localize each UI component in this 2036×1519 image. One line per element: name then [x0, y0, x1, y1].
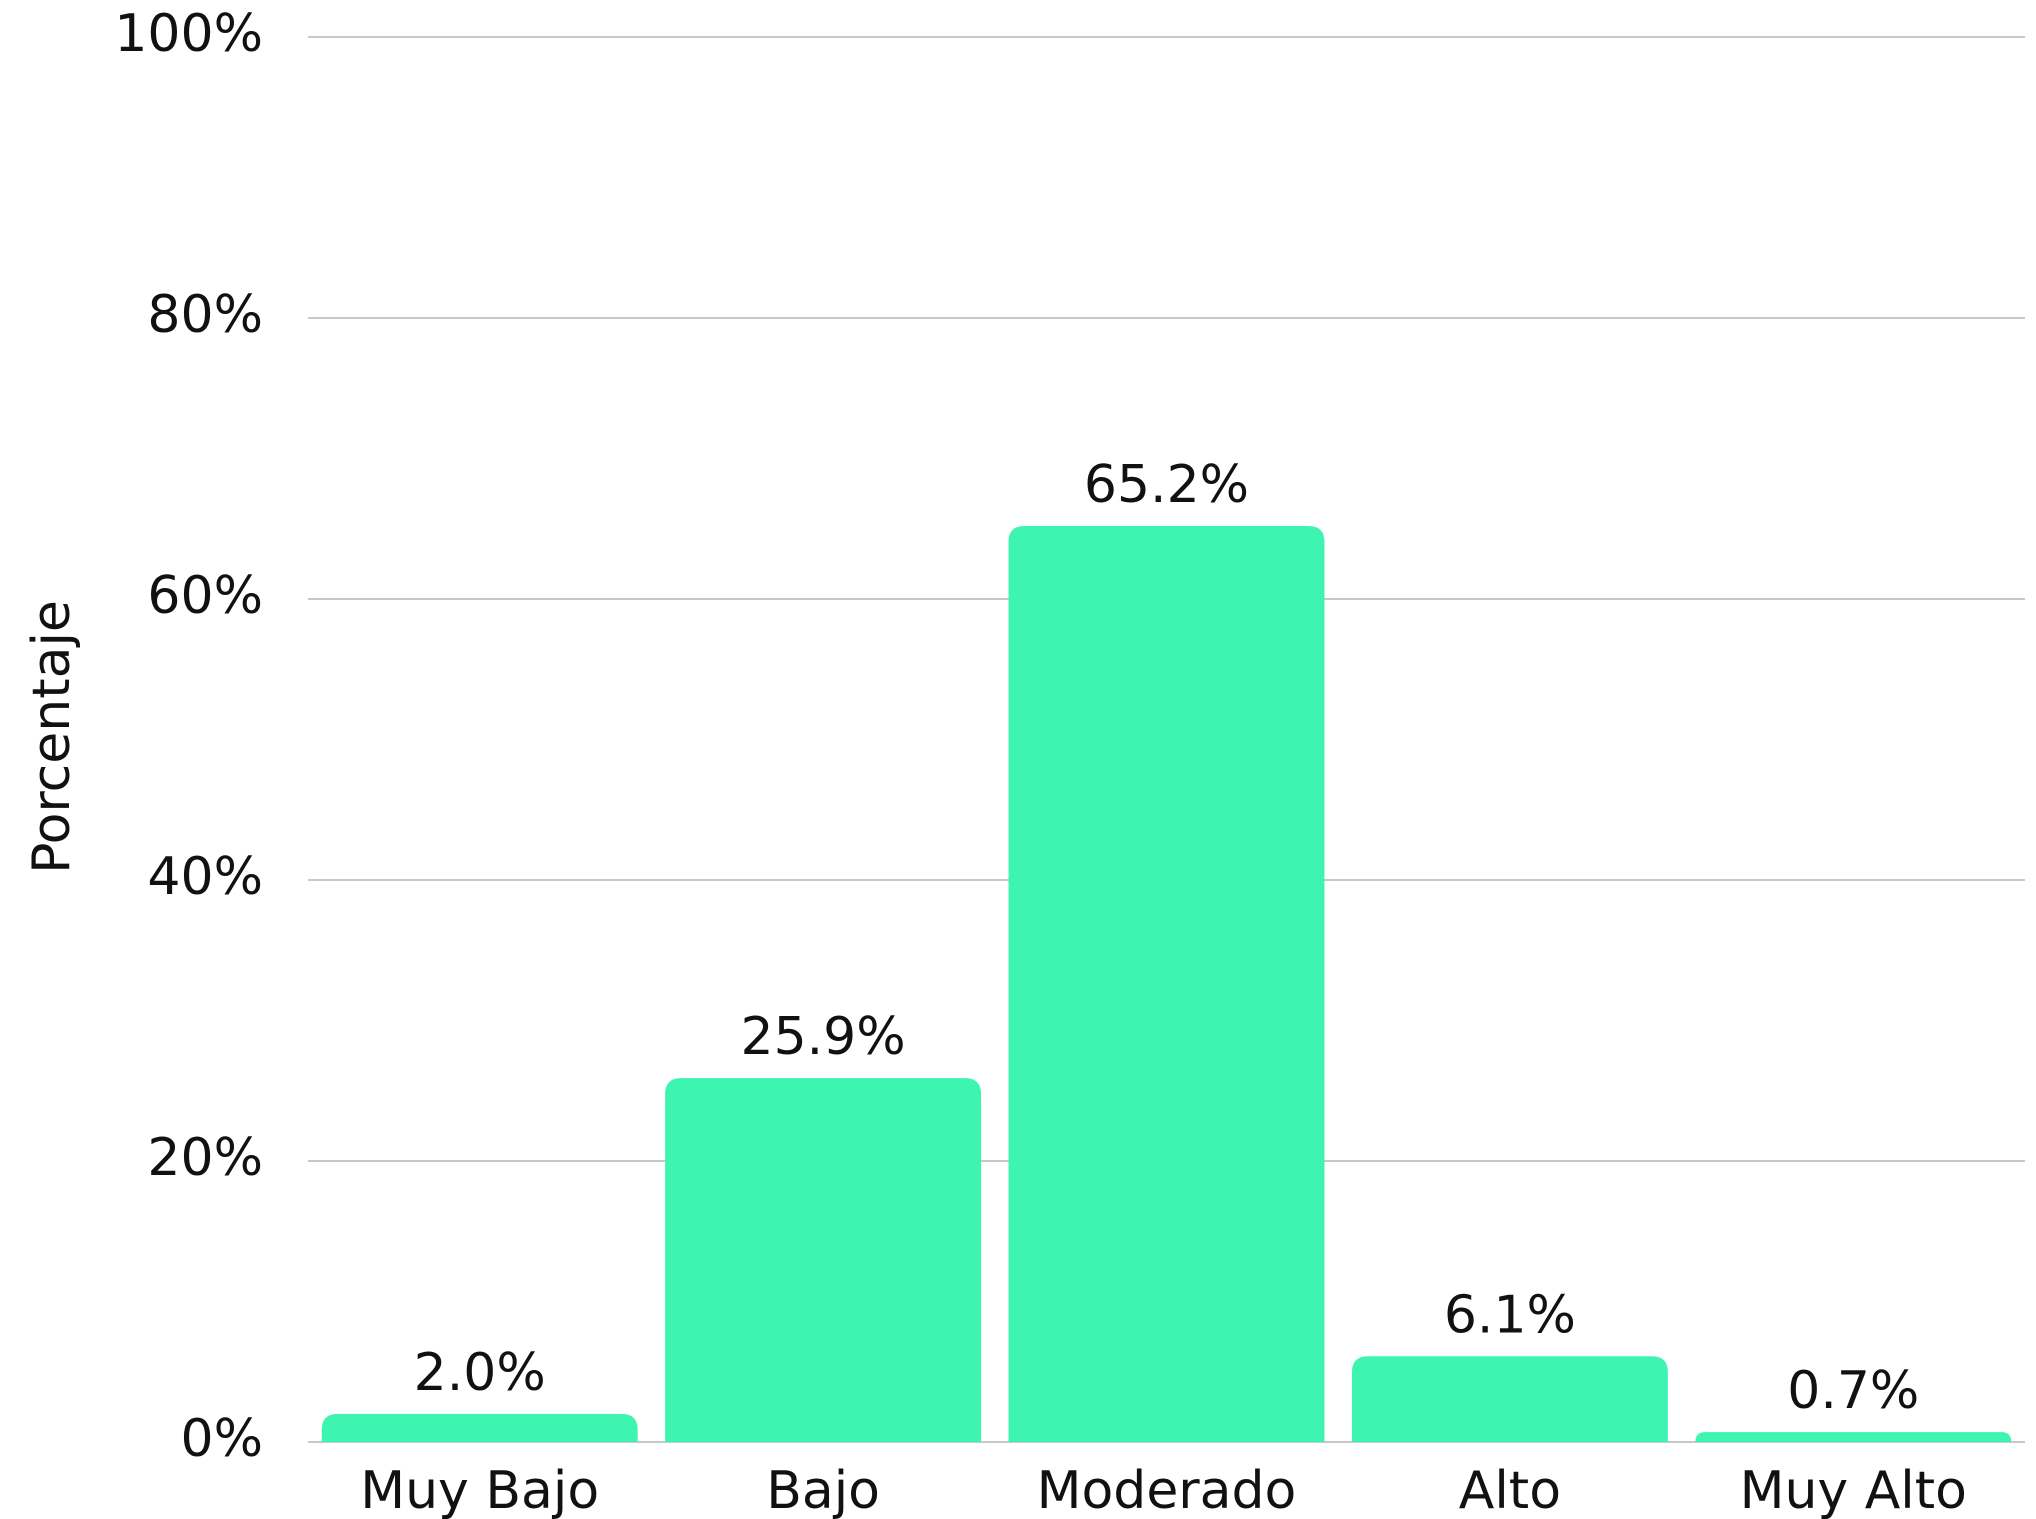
bar	[665, 1078, 982, 1442]
x-tick-label: Muy Alto	[1740, 1461, 1967, 1519]
bar	[321, 1413, 638, 1442]
value-label: 6.1%	[1444, 1285, 1576, 1345]
y-tick-label: 100%	[114, 4, 263, 64]
x-tick-label: Alto	[1459, 1461, 1561, 1519]
value-label: 0.7%	[1787, 1361, 1919, 1421]
x-tick-label: Bajo	[766, 1461, 880, 1519]
value-label: 25.9%	[740, 1007, 905, 1067]
y-tick-label: 60%	[147, 566, 263, 626]
y-tick-label: 40%	[147, 847, 263, 907]
value-label: 65.2%	[1084, 455, 1249, 515]
bar	[1008, 525, 1325, 1442]
bar	[1351, 1356, 1668, 1442]
y-tick-label: 0%	[181, 1409, 264, 1469]
y-tick-label: 80%	[147, 285, 263, 345]
y-tick-label: 20%	[147, 1128, 263, 1188]
x-tick-label: Moderado	[1037, 1461, 1297, 1519]
x-tick-label: Muy Bajo	[360, 1461, 599, 1519]
value-label: 2.0%	[414, 1343, 546, 1403]
bar	[1695, 1432, 2012, 1442]
y-axis-label: Porcentaje	[22, 600, 82, 874]
